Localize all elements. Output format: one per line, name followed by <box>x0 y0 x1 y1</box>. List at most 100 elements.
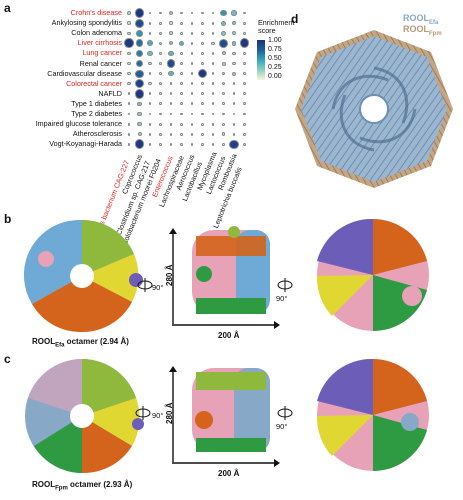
bubble-cell <box>166 59 176 68</box>
row-label: Renal cancer <box>79 58 122 68</box>
bubble-cell <box>127 142 131 146</box>
bubble-cell <box>243 122 246 126</box>
bubble-cell <box>222 142 225 146</box>
bubble-cell <box>169 142 173 146</box>
bubble-cell <box>221 82 226 86</box>
row-label: NAFLD <box>98 88 122 98</box>
row-label: Colon adenoma <box>71 28 122 38</box>
bubble-cell <box>211 122 215 126</box>
bubble-cell <box>201 31 204 35</box>
height-arrow <box>169 366 177 462</box>
bubble-cell <box>220 20 227 26</box>
bubble-cell <box>243 102 246 106</box>
rotation-label: 90° <box>152 283 164 292</box>
panel-label-d: d <box>291 12 299 26</box>
bubble-cell <box>211 21 215 25</box>
bubble-cell <box>243 72 246 76</box>
bubble-cell <box>158 41 163 45</box>
height-arrow <box>169 228 177 324</box>
bubble-cell <box>221 92 226 96</box>
bubble-cell <box>201 132 204 136</box>
width-arrow <box>172 459 280 467</box>
bubble-cell <box>232 71 236 76</box>
bubble-cell <box>168 50 174 57</box>
bubble-cell <box>211 102 215 106</box>
bubble-cell <box>229 139 239 149</box>
bubble-cell <box>232 51 236 56</box>
row-label: Cardiovascular disease <box>47 68 122 78</box>
bubble-cell <box>221 71 226 76</box>
bubble-cell <box>127 61 131 66</box>
bubble-cell <box>159 142 162 146</box>
bubble-cell <box>211 11 215 15</box>
bubble-cell <box>221 51 226 56</box>
bubble-cell <box>180 122 183 126</box>
legend-tick: 0.75 <box>268 46 282 53</box>
bubble-cell <box>201 82 204 86</box>
bubble-cell <box>127 31 131 35</box>
bubble-cell <box>148 132 152 136</box>
bubble-cell <box>190 142 194 146</box>
bubble-cell <box>201 11 204 15</box>
legend-colorbar <box>257 40 265 80</box>
bubble-cell <box>232 92 236 96</box>
bubble-cell <box>127 82 131 86</box>
bubble-cell <box>127 92 131 96</box>
rotation-label: 90° <box>276 422 288 431</box>
rool-efa-rotated-view <box>316 218 429 332</box>
bubble-cell <box>169 112 173 116</box>
bubble-cell <box>134 79 145 89</box>
bubble-cell <box>201 102 204 106</box>
bubble-cell <box>135 49 144 58</box>
bubble-cell <box>134 8 145 18</box>
bubble-cell <box>211 72 215 76</box>
bubble-cell <box>148 21 152 25</box>
rotate-icon <box>276 406 294 425</box>
row-label: Atherosclerosis <box>72 129 122 139</box>
legend-tick: 0.50 <box>268 55 282 62</box>
rool-fpm-top-view <box>25 359 144 474</box>
bubble-cell <box>180 51 183 55</box>
height-label: 280 Å <box>165 402 174 424</box>
bubble-cell <box>201 92 204 96</box>
bubble-cell <box>232 102 236 106</box>
bubble-cell <box>148 61 152 66</box>
bubble-cell <box>190 62 194 65</box>
bubble-cell <box>124 38 134 49</box>
bubble-cell <box>243 62 246 65</box>
bubble-cell <box>231 10 237 16</box>
row-label: Ankylosing spondylitis <box>51 18 122 28</box>
bubble-cell <box>148 72 152 76</box>
bubble-cell <box>127 112 131 116</box>
bubble-cell <box>232 61 236 66</box>
bubble-cell <box>148 11 152 15</box>
caption-rool-efa: ROOLEfa octamer (2.94 Å) <box>32 337 129 349</box>
rotation-label: 90° <box>152 411 164 420</box>
bubble-cell <box>211 132 215 136</box>
bubble-cell <box>127 51 131 56</box>
bubble-cell <box>147 40 153 47</box>
bubble-cell <box>232 31 236 36</box>
bubble-cell <box>190 41 194 45</box>
bubble-cell <box>201 21 204 25</box>
bubble-cell <box>159 72 162 76</box>
bubble-cell <box>190 102 194 106</box>
bubble-cell <box>169 11 173 15</box>
bubble-cell <box>243 82 246 86</box>
height-label: 280 Å <box>165 264 174 286</box>
bubble-cell <box>169 102 173 106</box>
rool-fpm-rotated-view <box>316 358 429 472</box>
bubble-cell <box>190 132 194 136</box>
bubble-cell <box>180 142 183 146</box>
bubble-cell <box>148 112 152 116</box>
bubble-cell <box>197 68 208 79</box>
bubble-cell <box>232 112 236 116</box>
legend-tick: 0.25 <box>268 64 282 71</box>
rool-overlay-structure <box>295 30 453 188</box>
bubble-cell <box>158 51 163 56</box>
bubble-cell <box>148 122 152 126</box>
bubble-cell <box>211 51 215 55</box>
bubble-cell <box>180 112 183 116</box>
rotate-icon <box>134 278 156 297</box>
bubble-cell <box>135 18 144 28</box>
